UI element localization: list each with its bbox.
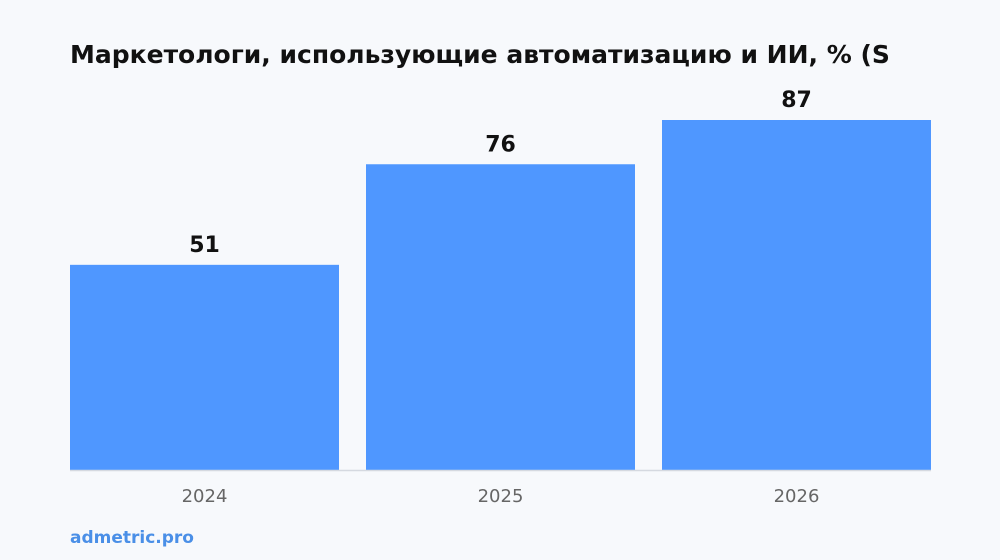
- data-label: 51: [189, 233, 220, 258]
- bar: [662, 120, 931, 470]
- chart-title: Маркетологи, использующие автоматизацию …: [70, 40, 890, 69]
- x-tick-label: 2024: [182, 486, 228, 507]
- data-label: 87: [781, 88, 812, 113]
- bar: [70, 264, 339, 470]
- bar: [366, 164, 635, 470]
- x-tick-label: 2026: [774, 486, 820, 507]
- source: admetric.pro: [70, 528, 194, 548]
- x-tick-label: 2025: [478, 486, 524, 507]
- data-label: 76: [485, 132, 516, 157]
